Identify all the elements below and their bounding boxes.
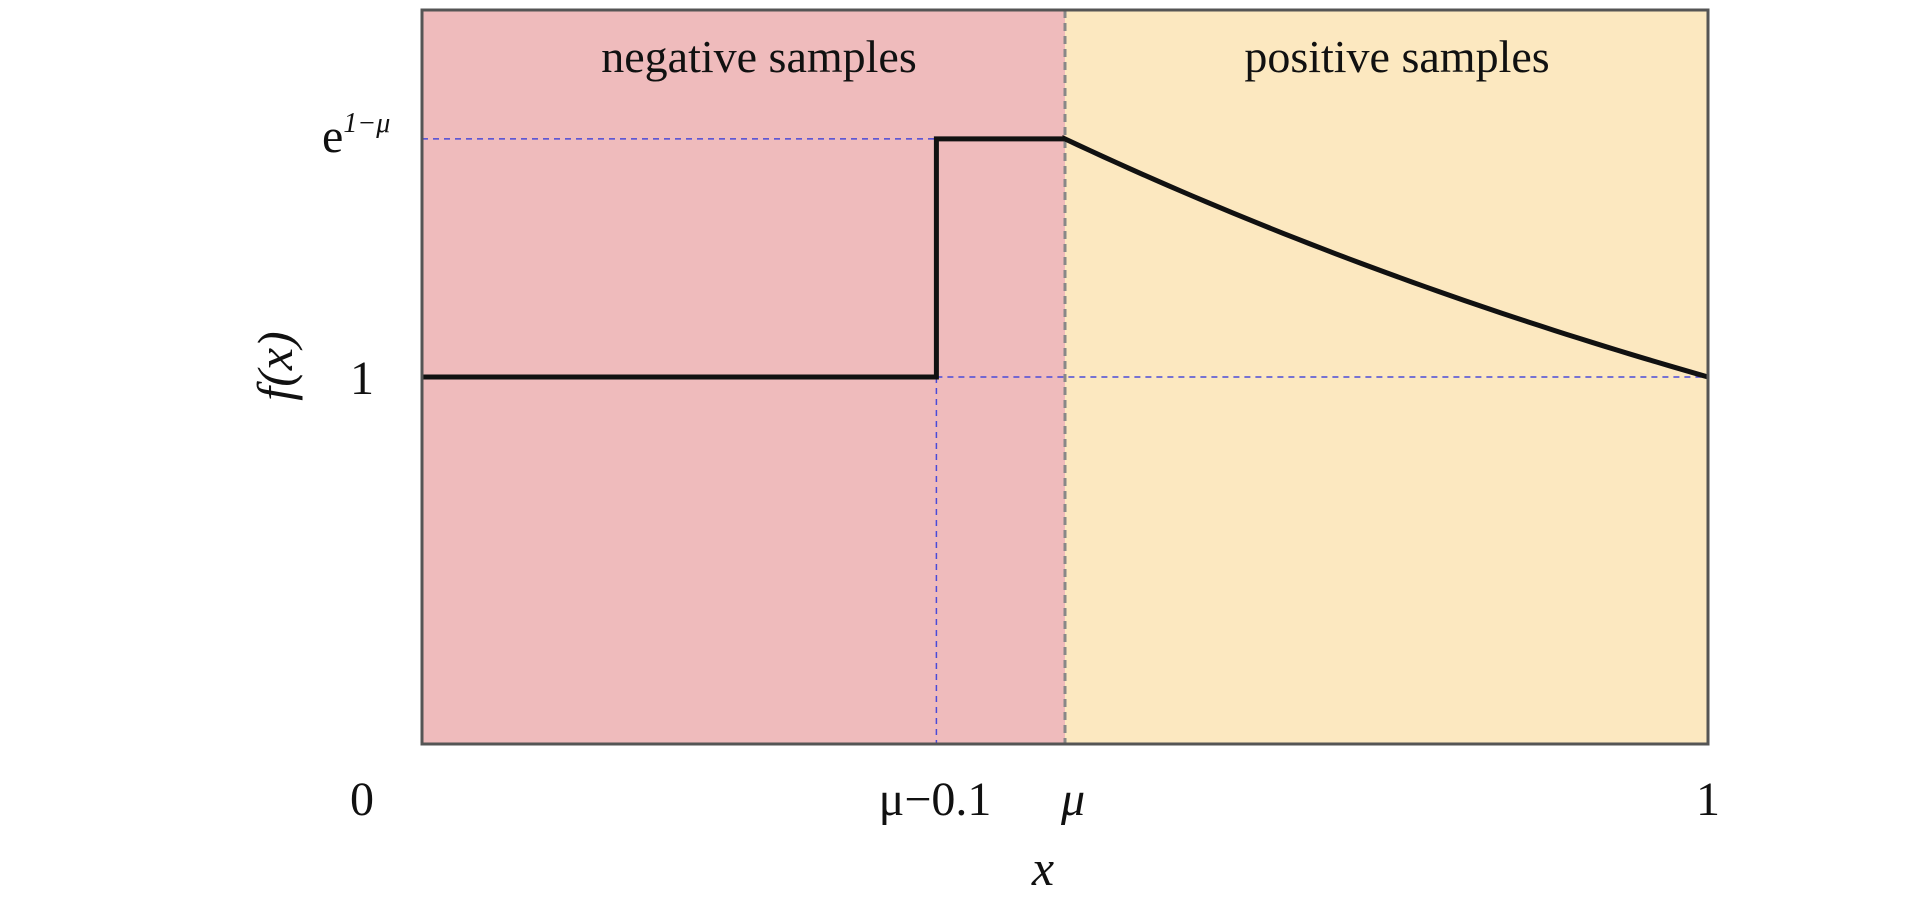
plot-frame [420, 8, 1710, 746]
region-label-positive: positive samples [1244, 31, 1549, 82]
y-tick-label-1: 1 [350, 352, 374, 405]
y-tick-label-e-sup: 1−μ [343, 108, 390, 139]
y-tick-label-e-base: e [322, 110, 343, 163]
x-tick-label-1: 1 [1696, 773, 1720, 826]
series-line-f [422, 134, 1709, 380]
x-axis-label: x [1031, 840, 1054, 896]
x-tick-label-mu: μ [1060, 773, 1085, 826]
region-label-negative: negative samples [601, 31, 917, 82]
x-tick-label-mu-minus: μ−0.1 [879, 773, 992, 826]
y-tick-label-e: e1−μ [322, 108, 390, 163]
x-tick-label-0: 0 [350, 773, 374, 826]
y-axis-label: f(x) [247, 331, 303, 400]
